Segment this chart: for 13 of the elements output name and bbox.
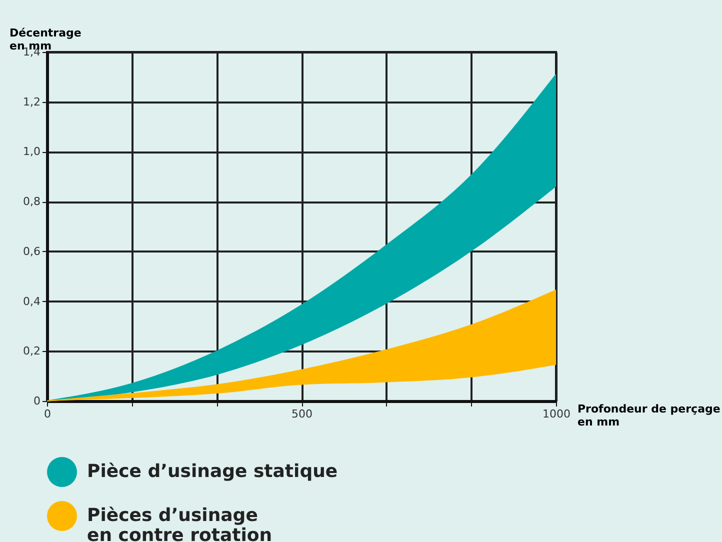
y-tick-label: 1,0 [23,145,40,158]
y-tick-label: 0,8 [23,195,40,208]
legend-label: Pièce d’usinage statique [87,461,338,482]
y-tick-label: 0,4 [23,294,40,308]
x-tick-label: 0 [44,408,51,420]
y-tick-label: 0,6 [23,244,40,258]
x-tick-label: 500 [292,408,312,420]
y-tick-label: 1,2 [23,95,40,108]
y-tick-label: 0 [34,394,40,408]
x-tick-label: 1000 [542,408,570,420]
legend-label: Pièces d’usinage en contre rotation [87,505,272,542]
x-axis-title: Profondeur de perçage en mm [578,402,720,428]
y-tick-label: 0,2 [23,344,40,358]
